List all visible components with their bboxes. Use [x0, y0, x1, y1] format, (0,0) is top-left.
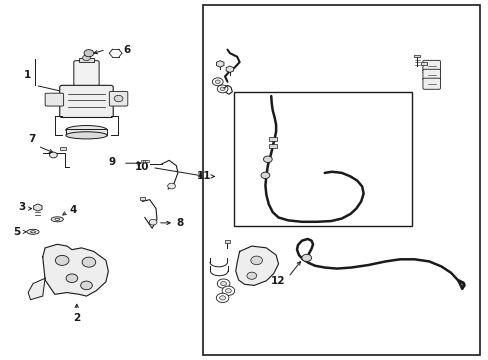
Text: 11: 11	[197, 171, 211, 181]
Text: 6: 6	[122, 45, 130, 55]
Circle shape	[219, 296, 225, 300]
Bar	[269, 144, 276, 148]
Polygon shape	[235, 246, 278, 285]
Text: 5: 5	[14, 227, 21, 237]
Text: 9: 9	[108, 157, 116, 167]
Circle shape	[212, 78, 223, 86]
Circle shape	[81, 281, 92, 290]
Text: 4: 4	[69, 205, 77, 215]
Circle shape	[261, 172, 269, 179]
Text: 3: 3	[19, 202, 26, 212]
Circle shape	[114, 95, 122, 102]
Circle shape	[55, 255, 69, 265]
Ellipse shape	[55, 218, 60, 220]
FancyBboxPatch shape	[45, 93, 63, 106]
Text: 7: 7	[28, 134, 35, 144]
Bar	[421, 62, 427, 64]
Bar	[142, 160, 146, 162]
Circle shape	[263, 156, 272, 162]
Bar	[60, 148, 66, 150]
Bar	[224, 240, 230, 243]
Bar	[233, 93, 411, 226]
Ellipse shape	[51, 217, 63, 222]
FancyBboxPatch shape	[422, 69, 440, 80]
Circle shape	[217, 85, 227, 93]
Ellipse shape	[27, 229, 39, 234]
Bar	[79, 58, 94, 62]
FancyBboxPatch shape	[422, 60, 440, 71]
Circle shape	[222, 286, 234, 296]
Polygon shape	[42, 244, 108, 296]
Bar	[141, 160, 144, 162]
Text: 12: 12	[270, 276, 285, 286]
Ellipse shape	[66, 126, 107, 134]
Circle shape	[82, 55, 90, 61]
Bar	[413, 55, 419, 58]
Circle shape	[246, 272, 256, 279]
Bar	[140, 197, 144, 200]
Circle shape	[167, 183, 175, 189]
Circle shape	[220, 87, 224, 91]
Circle shape	[250, 256, 262, 265]
FancyBboxPatch shape	[74, 61, 99, 90]
Text: 2: 2	[73, 313, 80, 323]
Circle shape	[84, 50, 94, 57]
Circle shape	[216, 293, 228, 302]
Bar	[66, 129, 107, 135]
Circle shape	[149, 219, 157, 225]
Circle shape	[220, 282, 226, 286]
Circle shape	[301, 254, 311, 261]
Text: 8: 8	[176, 218, 183, 228]
Circle shape	[82, 257, 96, 267]
Circle shape	[225, 289, 231, 293]
FancyBboxPatch shape	[422, 78, 440, 89]
FancyBboxPatch shape	[109, 91, 127, 106]
Text: 10: 10	[135, 162, 149, 172]
Circle shape	[66, 274, 78, 283]
Circle shape	[215, 80, 220, 84]
Bar	[144, 160, 148, 162]
Bar	[269, 137, 276, 141]
Text: 1: 1	[24, 69, 31, 80]
Ellipse shape	[66, 132, 107, 139]
Circle shape	[49, 152, 57, 158]
Polygon shape	[28, 278, 45, 300]
Bar	[203, 5, 479, 355]
Circle shape	[217, 279, 229, 288]
FancyBboxPatch shape	[60, 85, 113, 117]
Ellipse shape	[30, 231, 35, 233]
